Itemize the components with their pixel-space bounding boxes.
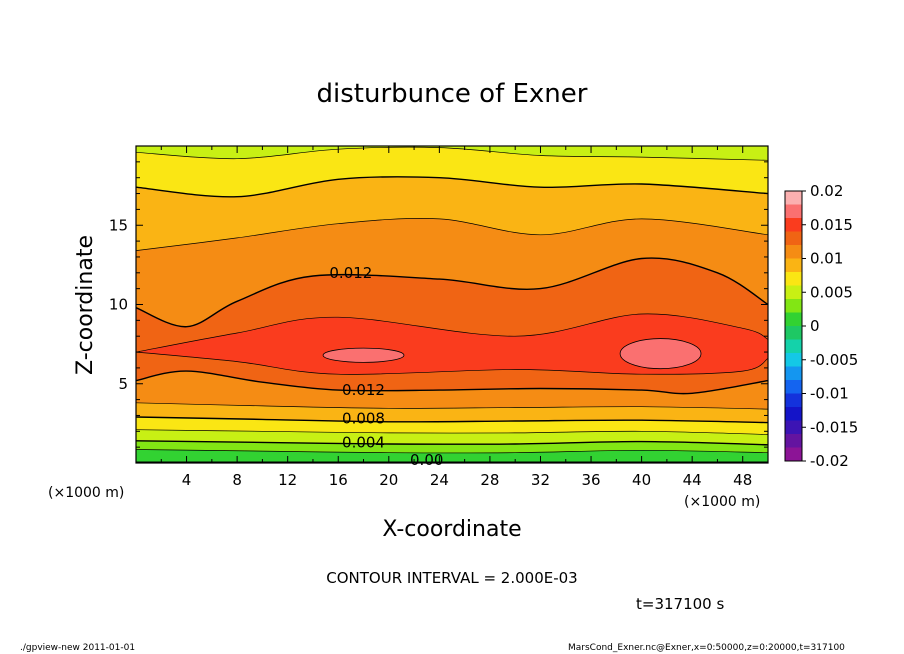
max-blobs bbox=[322, 338, 702, 370]
colorbar-tick-7: -0.015 bbox=[810, 418, 858, 436]
y-tick-label-5: 5 bbox=[118, 375, 128, 393]
contour-line-4 bbox=[135, 416, 769, 424]
x-tick-label-36: 36 bbox=[581, 471, 600, 489]
footer-left: ./gpview-new 2011-01-01 bbox=[20, 643, 135, 653]
colorbar-swatch-18 bbox=[785, 434, 802, 448]
x-tick-label-16: 16 bbox=[329, 471, 348, 489]
x-tick-label-28: 28 bbox=[480, 471, 499, 489]
colorbar-tick-5: -0.005 bbox=[810, 351, 858, 369]
x-unit-left: (×1000 m) bbox=[48, 485, 124, 501]
contour-line-8 bbox=[135, 313, 769, 353]
y-tick-label-10: 10 bbox=[109, 296, 128, 314]
contour-line-5 bbox=[135, 402, 769, 410]
y-ticks: 5 10 15 bbox=[109, 145, 768, 464]
y-axis-title: Z-coordinate bbox=[73, 235, 98, 375]
colorbar-swatch-12 bbox=[785, 353, 802, 367]
colorbar-swatch-4 bbox=[785, 245, 802, 259]
contour-line-3 bbox=[135, 429, 769, 435]
contour-line-2 bbox=[135, 440, 769, 446]
x-tick-label-32: 32 bbox=[531, 471, 550, 489]
contour-label-4: 0.00 bbox=[410, 451, 443, 469]
x-tick-label-48: 48 bbox=[733, 471, 752, 489]
x-tick-label-8: 8 bbox=[232, 471, 242, 489]
x-tick-label-40: 40 bbox=[632, 471, 651, 489]
colorbar-swatch-16 bbox=[785, 407, 802, 421]
chart-title: disturbunce of Exner bbox=[317, 79, 588, 109]
max-blob-0 bbox=[322, 347, 405, 363]
contour-line-6 bbox=[135, 370, 769, 395]
colorbar-tick-8: -0.02 bbox=[810, 452, 849, 470]
colorbar-tick-4: 0 bbox=[810, 317, 820, 335]
x-axis-title: X-coordinate bbox=[382, 517, 521, 542]
colorbar-swatch-10 bbox=[785, 326, 802, 340]
colorbar: 0.02 0.015 0.01 0.005 0 -0.005 -0.01 -0.015 -0.0… bbox=[784, 182, 858, 470]
colorbar-swatch-11 bbox=[785, 339, 802, 354]
colorbar-swatch-5 bbox=[785, 258, 802, 273]
colorbar-swatch-3 bbox=[785, 231, 802, 246]
colorbar-tick-0: 0.02 bbox=[810, 182, 843, 200]
x-tick-label-12: 12 bbox=[278, 471, 297, 489]
colorbar-swatch-1 bbox=[785, 204, 802, 219]
colorbar-swatch-9 bbox=[785, 312, 802, 327]
x-tick-label-4: 4 bbox=[182, 471, 192, 489]
colorbar-swatch-8 bbox=[785, 299, 802, 313]
max-blob-1 bbox=[619, 338, 702, 370]
contour-label-0: 0.012 bbox=[329, 264, 372, 282]
colorbar-swatch-19 bbox=[785, 447, 802, 462]
colorbar-swatch-7 bbox=[785, 285, 802, 300]
footer-right: MarsCond_Exner.nc@Exner,x=0:50000,z=0:20… bbox=[568, 643, 845, 653]
colorbar-swatch-15 bbox=[785, 393, 802, 408]
colorbar-swatch-0 bbox=[785, 191, 802, 205]
colorbar-tick-2: 0.01 bbox=[810, 250, 843, 268]
contour-line-7 bbox=[135, 351, 769, 375]
contour-lines bbox=[135, 146, 769, 463]
colorbar-swatch-2 bbox=[785, 218, 802, 232]
contour-line-1 bbox=[135, 449, 769, 454]
colorbar-swatch-6 bbox=[785, 272, 802, 286]
y-tick-label-15: 15 bbox=[109, 216, 128, 234]
colorbar-tick-3: 0.005 bbox=[810, 283, 853, 301]
contour-labels: 0.012 0.012 0.008 0.004 0.00 bbox=[329, 264, 443, 469]
colorbar-swatch-14 bbox=[785, 380, 802, 394]
colorbar-swatch-13 bbox=[785, 366, 802, 381]
contour-line-10 bbox=[135, 218, 769, 251]
x-tick-label-24: 24 bbox=[430, 471, 449, 489]
colorbar-swatch-17 bbox=[785, 420, 802, 435]
colorbar-tick-1: 0.015 bbox=[810, 216, 853, 234]
contour-label-3: 0.004 bbox=[342, 433, 385, 451]
x-tick-label-44: 44 bbox=[683, 471, 702, 489]
x-unit-right: (×1000 m) bbox=[684, 494, 760, 510]
time-label: t=317100 s bbox=[636, 595, 724, 613]
x-ticks: 4 8 12 16 20 24 28 32 36 40 44 48 bbox=[135, 146, 769, 489]
colorbar-tick-6: -0.01 bbox=[810, 385, 849, 403]
band-12 bbox=[136, 146, 768, 161]
x-tick-label-20: 20 bbox=[379, 471, 398, 489]
contour-label-2: 0.008 bbox=[342, 410, 385, 428]
contour-line-9 bbox=[135, 257, 769, 328]
contour-label-1: 0.012 bbox=[342, 381, 385, 399]
contour-line-11 bbox=[135, 176, 769, 198]
contour-fill bbox=[136, 146, 768, 463]
contour-interval: CONTOUR INTERVAL = 2.000E-03 bbox=[326, 569, 577, 587]
